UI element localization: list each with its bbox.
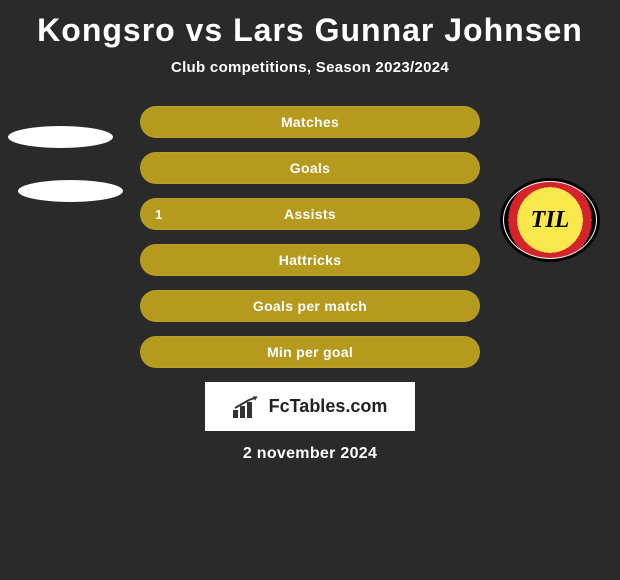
stat-bar: Goals (140, 152, 480, 184)
stat-row-assists: 1 Assists (0, 198, 620, 230)
stat-left-value: 1 (155, 207, 162, 222)
stat-row-matches: Matches (0, 106, 620, 138)
fctables-icon (233, 396, 263, 418)
stat-label: Goals (290, 160, 330, 176)
stat-row-hattricks: Hattricks (0, 244, 620, 276)
page-title: Kongsro vs Lars Gunnar Johnsen (0, 0, 620, 49)
stat-label: Hattricks (279, 252, 342, 268)
stat-label: Assists (284, 206, 336, 222)
stat-bar: Hattricks (140, 244, 480, 276)
stats-area: Matches Goals 1 Assists Hattricks Goals … (0, 106, 620, 368)
stat-row-min-per-goal: Min per goal (0, 336, 620, 368)
date-line: 2 november 2024 (0, 445, 620, 463)
stat-bar: Min per goal (140, 336, 480, 368)
stat-label: Min per goal (267, 344, 353, 360)
page-subtitle: Club competitions, Season 2023/2024 (0, 59, 620, 76)
stat-label: Matches (281, 114, 339, 130)
stat-bar: Goals per match (140, 290, 480, 322)
stat-bar: Matches (140, 106, 480, 138)
stat-bar: Assists (140, 198, 480, 230)
stat-row-goals: Goals (0, 152, 620, 184)
stat-label: Goals per match (253, 298, 367, 314)
stat-row-goals-per-match: Goals per match (0, 290, 620, 322)
fctables-badge: FcTables.com (205, 382, 415, 431)
fctables-brand-text: FcTables.com (269, 396, 388, 417)
